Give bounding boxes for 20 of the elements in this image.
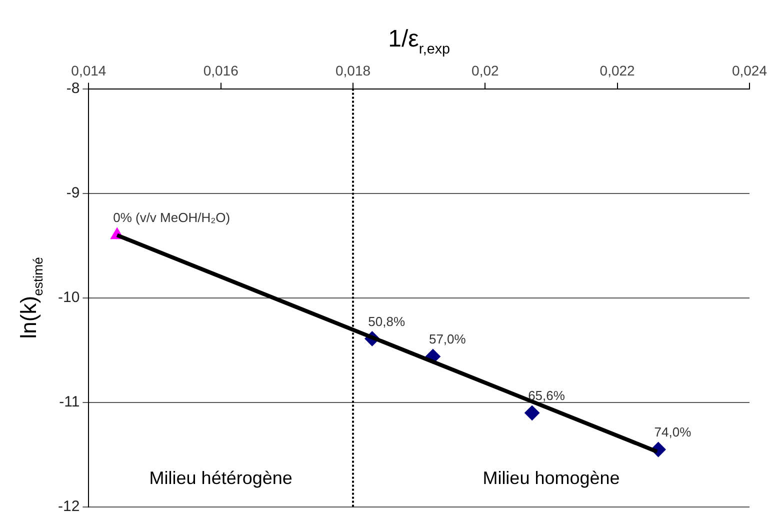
y-tick-label: -11 <box>59 394 80 411</box>
y-tick-label: -8 <box>66 80 80 97</box>
annotation: 50,8% <box>368 314 406 329</box>
y-tick-label: -12 <box>58 498 80 516</box>
x-tick-label: 0,018 <box>335 62 371 78</box>
x-tick-label: 0,022 <box>600 62 636 78</box>
x-tick-label: 0,024 <box>732 62 768 78</box>
annotation: 74,0% <box>654 424 692 440</box>
annotation: Milieu hétérogène <box>149 468 292 488</box>
annotation: Milieu homogène <box>482 468 620 488</box>
x-tick-label: 0,02 <box>472 62 499 78</box>
y-tick-label: -9 <box>66 184 80 202</box>
annotation: 65,6% <box>528 388 566 403</box>
annotation: 0% (v/v MeOH/H₂O) <box>113 210 230 226</box>
y-tick-label: -10 <box>58 289 80 306</box>
x-tick-label: 0,016 <box>203 62 239 78</box>
point <box>524 405 540 420</box>
annotation: 57,0% <box>428 332 466 347</box>
x-tick-label: 0,014 <box>71 62 106 78</box>
y-axis-title: ln(k)estimé <box>16 257 46 339</box>
